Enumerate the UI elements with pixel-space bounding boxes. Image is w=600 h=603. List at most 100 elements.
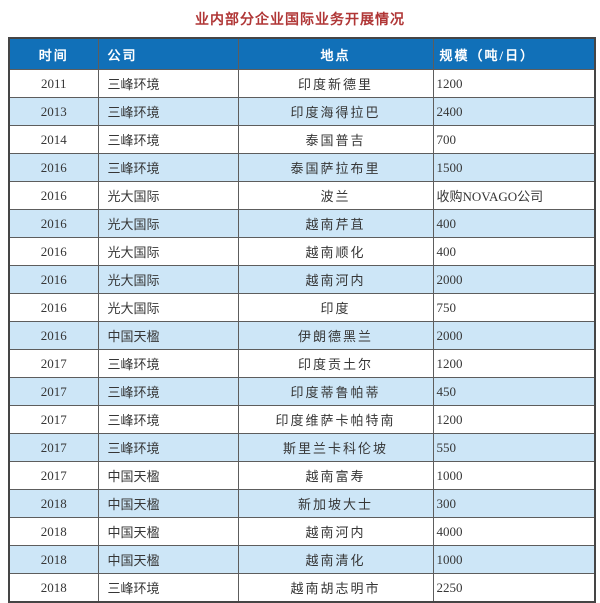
cell-company: 三峰环境: [97, 433, 239, 462]
table-row: 2016 光大国际 越南芹苴 400: [8, 209, 596, 238]
cell-company: 三峰环境: [97, 377, 239, 406]
cell-company: 三峰环境: [97, 69, 239, 98]
cell-scale: 1500: [432, 153, 596, 182]
cell-scale: 700: [432, 125, 596, 154]
table-row: 2016 三峰环境 泰国萨拉布里 1500: [8, 153, 596, 182]
cell-location: 印度贡土尔: [237, 349, 434, 378]
table-row: 2017 三峰环境 印度维萨卡帕特南 1200: [8, 405, 596, 434]
column-header-location: 地点: [237, 37, 434, 70]
cell-location: 印度新德里: [237, 69, 434, 98]
cell-location: 越南芹苴: [237, 209, 434, 238]
cell-location: 越南河内: [237, 517, 434, 546]
cell-company: 三峰环境: [97, 349, 239, 378]
table-row: 2018 三峰环境 越南胡志明市 2250: [8, 573, 596, 603]
cell-company: 三峰环境: [97, 405, 239, 434]
cell-location: 伊朗德黑兰: [237, 321, 434, 350]
cell-scale: 750: [432, 293, 596, 322]
cell-year: 2018: [8, 517, 99, 546]
column-header-scale: 规模（吨/日）: [432, 37, 596, 70]
cell-scale: 1200: [432, 405, 596, 434]
cell-company: 中国天楹: [97, 517, 239, 546]
cell-scale: 4000: [432, 517, 596, 546]
table-row: 2016 光大国际 印度 750: [8, 293, 596, 322]
cell-scale: 1000: [432, 461, 596, 490]
cell-location: 越南清化: [237, 545, 434, 574]
cell-location: 印度: [237, 293, 434, 322]
cell-location: 泰国普吉: [237, 125, 434, 154]
page-title: 业内部分企业国际业务开展情况: [195, 11, 405, 27]
cell-scale: 2000: [432, 321, 596, 350]
cell-year: 2013: [8, 97, 99, 126]
cell-company: 光大国际: [97, 181, 239, 210]
cell-year: 2017: [8, 461, 99, 490]
cell-scale: 400: [432, 237, 596, 266]
table-row: 2018 中国天楹 新加坡大士 300: [8, 489, 596, 518]
cell-company: 三峰环境: [97, 573, 239, 603]
column-header-company: 公司: [97, 37, 239, 70]
cell-year: 2016: [8, 321, 99, 350]
cell-year: 2016: [8, 293, 99, 322]
table-row: 2016 光大国际 越南河内 2000: [8, 265, 596, 294]
cell-year: 2016: [8, 265, 99, 294]
cell-company: 光大国际: [97, 265, 239, 294]
cell-location: 越南顺化: [237, 237, 434, 266]
cell-location: 斯里兰卡科伦坡: [237, 433, 434, 462]
page: 业内部分企业国际业务开展情况 时间 公司 地点 规模（吨/日） 2011 三峰环境…: [8, 11, 596, 603]
table-row: 2017 三峰环境 斯里兰卡科伦坡 550: [8, 433, 596, 462]
cell-scale: 2250: [432, 573, 596, 603]
cell-scale: 450: [432, 377, 596, 406]
cell-scale: 1000: [432, 545, 596, 574]
cell-year: 2018: [8, 489, 99, 518]
cell-year: 2018: [8, 545, 99, 574]
cell-location: 波兰: [237, 181, 434, 210]
cell-year: 2016: [8, 209, 99, 238]
cell-scale: 2400: [432, 97, 596, 126]
table-row: 2018 中国天楹 越南河内 4000: [8, 517, 596, 546]
table-row: 2016 光大国际 越南顺化 400: [8, 237, 596, 266]
cell-year: 2017: [8, 433, 99, 462]
cell-year: 2017: [8, 377, 99, 406]
cell-company: 中国天楹: [97, 489, 239, 518]
cell-company: 光大国际: [97, 209, 239, 238]
cell-company: 三峰环境: [97, 153, 239, 182]
cell-year: 2016: [8, 153, 99, 182]
cell-company: 中国天楹: [97, 321, 239, 350]
cell-scale: 400: [432, 209, 596, 238]
cell-scale: 550: [432, 433, 596, 462]
header-row: 时间 公司 地点 规模（吨/日）: [8, 37, 596, 70]
cell-company: 三峰环境: [97, 97, 239, 126]
column-header-time: 时间: [8, 37, 99, 70]
cell-company: 光大国际: [97, 293, 239, 322]
table-row: 2016 中国天楹 伊朗德黑兰 2000: [8, 321, 596, 350]
cell-location: 泰国萨拉布里: [237, 153, 434, 182]
cell-location: 越南河内: [237, 265, 434, 294]
cell-location: 越南胡志明市: [237, 573, 434, 603]
cell-scale: 2000: [432, 265, 596, 294]
table-row: 2017 中国天楹 越南富寿 1000: [8, 461, 596, 490]
cell-scale: 300: [432, 489, 596, 518]
cell-location: 越南富寿: [237, 461, 434, 490]
table-row: 2014 三峰环境 泰国普吉 700: [8, 125, 596, 154]
table-body: 2011 三峰环境 印度新德里 1200 2013 三峰环境 印度海得拉巴 2400 2014 三…: [8, 69, 596, 603]
cell-location: 印度蒂鲁帕蒂: [237, 377, 434, 406]
cell-location: 印度海得拉巴: [237, 97, 434, 126]
cell-location: 印度维萨卡帕特南: [237, 405, 434, 434]
cell-scale: 收购NOVAGO公司: [432, 181, 596, 210]
table-row: 2011 三峰环境 印度新德里 1200: [8, 69, 596, 98]
cell-company: 中国天楹: [97, 461, 239, 490]
table-row: 2013 三峰环境 印度海得拉巴 2400: [8, 97, 596, 126]
table-row: 2017 三峰环境 印度蒂鲁帕蒂 450: [8, 377, 596, 406]
cell-scale: 1200: [432, 349, 596, 378]
cell-year: 2016: [8, 237, 99, 266]
business-table: 时间 公司 地点 规模（吨/日） 2011 三峰环境 印度新德里 1200 2013 三峰…: [8, 37, 596, 603]
table-row: 2018 中国天楹 越南清化 1000: [8, 545, 596, 574]
table-row: 2017 三峰环境 印度贡土尔 1200: [8, 349, 596, 378]
cell-year: 2017: [8, 349, 99, 378]
cell-company: 中国天楹: [97, 545, 239, 574]
table-row: 2016 光大国际 波兰 收购NOVAGO公司: [8, 181, 596, 210]
cell-year: 2014: [8, 125, 99, 154]
cell-year: 2011: [8, 69, 99, 98]
table-header: 时间 公司 地点 规模（吨/日）: [8, 37, 596, 70]
cell-scale: 1200: [432, 69, 596, 98]
cell-location: 新加坡大士: [237, 489, 434, 518]
